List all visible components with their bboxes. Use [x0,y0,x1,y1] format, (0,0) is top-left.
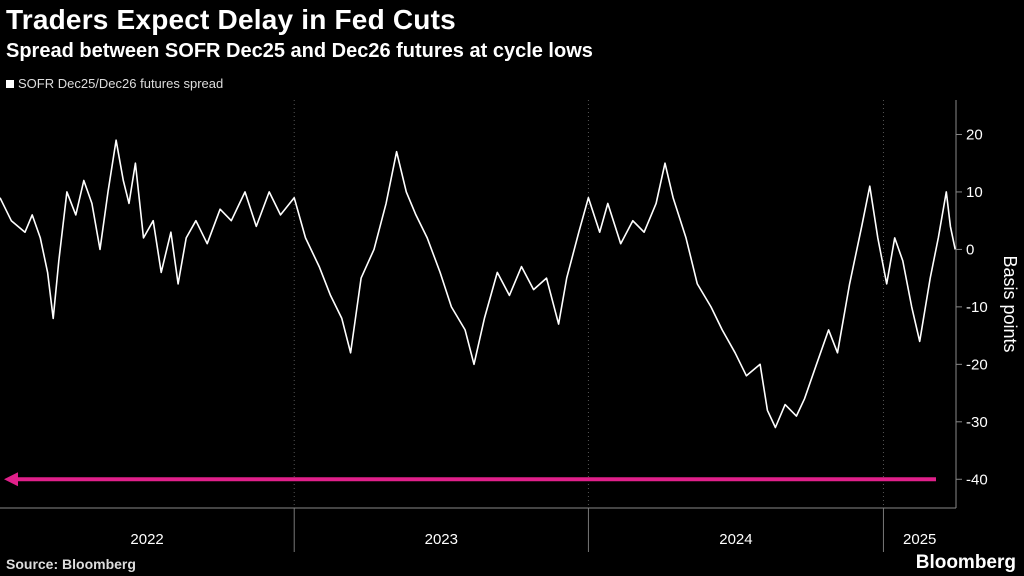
x-tick-label: 2025 [903,531,936,548]
x-tick-label: 2022 [130,531,163,548]
y-axis-label: Basis points [1000,255,1020,352]
legend-label: SOFR Dec25/Dec26 futures spread [18,76,224,91]
annotation-group [4,472,936,487]
legend-swatch [6,79,14,88]
x-tick-label: 2023 [425,531,458,548]
x-ticks: 2022 2023 2024 2025 [130,531,936,548]
brand-logo: Bloomberg [915,552,1016,573]
y-tick-label: 10 [966,184,983,201]
y-tick-label: 0 [966,241,974,258]
y-tick-label: -30 [966,414,988,431]
source-note: Source: Bloomberg [6,556,136,572]
series-line [0,139,956,429]
highlight-arrow-head [4,472,18,487]
y-tick-label: -20 [966,356,988,373]
y-tick-label: -40 [966,471,988,488]
chart-subtitle: Spread between SOFR Dec25 and Dec26 futu… [6,40,593,62]
grid [293,100,884,508]
chart-title: Traders Expect Delay in Fed Cuts [6,4,456,35]
y-ticks: 20 10 0 -10 -20 -30 -40 [956,126,988,488]
x-tick-label: 2024 [719,531,752,548]
y-tick-label: -10 [966,299,988,316]
legend: SOFR Dec25/Dec26 futures spread [6,76,223,91]
axes [0,100,957,552]
y-tick-label: 20 [966,126,983,143]
series-group [0,139,956,429]
